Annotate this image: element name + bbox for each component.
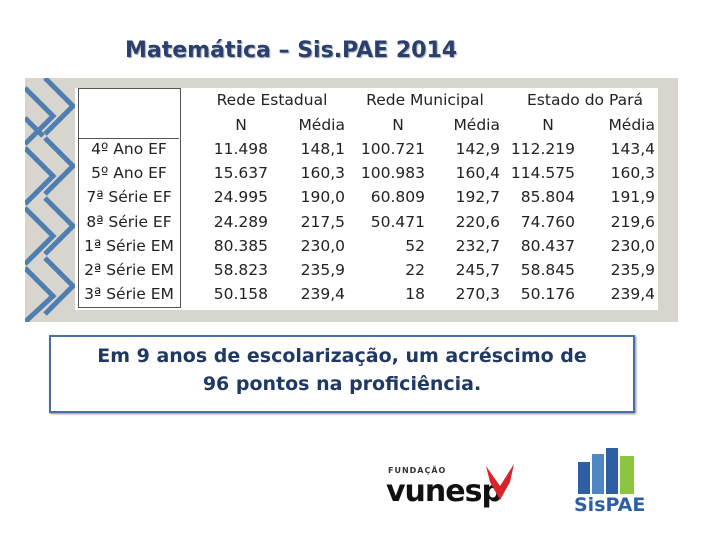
table-cell: 22 bbox=[405, 261, 425, 279]
note-box: Em 9 anos de escolarização, um acréscimo… bbox=[49, 335, 635, 413]
table-cell: 114.575 bbox=[510, 164, 575, 183]
table-cell: 50.158 bbox=[213, 285, 268, 304]
sub-header: N bbox=[235, 116, 247, 134]
table-cell: 160,3 bbox=[300, 164, 345, 183]
table-cell: 80.385 bbox=[213, 236, 268, 255]
note-line: Em 9 anos de escolarização, um acréscimo… bbox=[97, 345, 587, 367]
row-label: 8ª Série EF bbox=[86, 212, 172, 231]
row-label: 4º Ano EF bbox=[91, 140, 167, 158]
table-cell: 235,9 bbox=[610, 261, 655, 279]
table-cell: 160,4 bbox=[455, 164, 500, 183]
row-label: 7ª Série EF bbox=[86, 188, 172, 207]
table-cell: 230,0 bbox=[300, 236, 345, 255]
row-label: 1ª Série EM bbox=[84, 236, 174, 255]
header-corner-cell bbox=[78, 88, 179, 139]
table-cell: 235,9 bbox=[300, 261, 345, 279]
table-cell: 80.437 bbox=[520, 236, 575, 255]
table-cell: 217,5 bbox=[300, 212, 345, 231]
title: Matemática – Sis.PAE 2014 bbox=[125, 38, 458, 63]
table-cell: 143,4 bbox=[610, 140, 655, 158]
sub-header: Média bbox=[298, 116, 345, 134]
table-cell: 270,3 bbox=[455, 285, 500, 304]
table-cell: 52 bbox=[405, 236, 425, 255]
table-cell: 239,4 bbox=[610, 285, 655, 304]
table-cell: 74.760 bbox=[520, 212, 575, 231]
sub-header: N bbox=[542, 116, 554, 134]
logo-text: SisPAE bbox=[574, 494, 646, 516]
label-column-box bbox=[78, 88, 181, 308]
sub-header: N bbox=[392, 116, 404, 134]
sub-header: Média bbox=[608, 116, 655, 134]
table-cell: 142,9 bbox=[455, 140, 500, 158]
table-cell: 60.809 bbox=[370, 188, 425, 207]
table-cell: 219,6 bbox=[610, 212, 655, 231]
table-cell: 148,1 bbox=[300, 140, 345, 158]
table-cell: 160,3 bbox=[610, 164, 655, 183]
sub-header: Média bbox=[453, 116, 500, 134]
table-cell: 58.845 bbox=[520, 261, 575, 279]
table-cell: 100.983 bbox=[360, 164, 425, 183]
group-header: Rede Municipal bbox=[366, 91, 484, 109]
table-cell: 100.721 bbox=[360, 140, 425, 158]
table-cell: 50.176 bbox=[520, 285, 575, 304]
group-header: Estado do Pará bbox=[527, 91, 643, 109]
sispae-icon bbox=[578, 448, 634, 494]
table-cell: 232,7 bbox=[455, 236, 500, 255]
logo-text: vunesp bbox=[386, 474, 503, 509]
table-cell: 192,7 bbox=[455, 188, 500, 207]
table-cell: 85.804 bbox=[520, 188, 575, 207]
row-label: 3ª Série EM bbox=[84, 285, 174, 304]
table-cell: 24.289 bbox=[213, 212, 268, 231]
logo-caption: FUNDAÇÃO bbox=[388, 466, 447, 475]
table-cell: 18 bbox=[405, 285, 425, 304]
table-cell: 24.995 bbox=[213, 188, 268, 207]
table-cell: 191,9 bbox=[610, 188, 655, 207]
table-cell: 190,0 bbox=[300, 188, 345, 207]
vunesp-mark bbox=[486, 464, 514, 500]
table-area bbox=[75, 88, 658, 310]
row-label: 5º Ano EF bbox=[91, 164, 167, 183]
table-cell: 220,6 bbox=[455, 212, 500, 231]
table-cell: 230,0 bbox=[610, 236, 655, 255]
chevron-decoration bbox=[25, 78, 75, 322]
table-cell: 15.637 bbox=[213, 164, 268, 183]
table-cell: 11.498 bbox=[213, 140, 268, 158]
row-label: 2ª Série EM bbox=[84, 261, 174, 279]
table-cell: 50.471 bbox=[370, 212, 425, 231]
table-cell: 58.823 bbox=[213, 261, 268, 279]
table-cell: 245,7 bbox=[455, 261, 500, 279]
table-cell: 112.219 bbox=[510, 140, 575, 158]
table-cell: 239,4 bbox=[300, 285, 345, 304]
note-line: 96 pontos na proficiência. bbox=[202, 373, 482, 395]
group-header: Rede Estadual bbox=[216, 91, 328, 109]
